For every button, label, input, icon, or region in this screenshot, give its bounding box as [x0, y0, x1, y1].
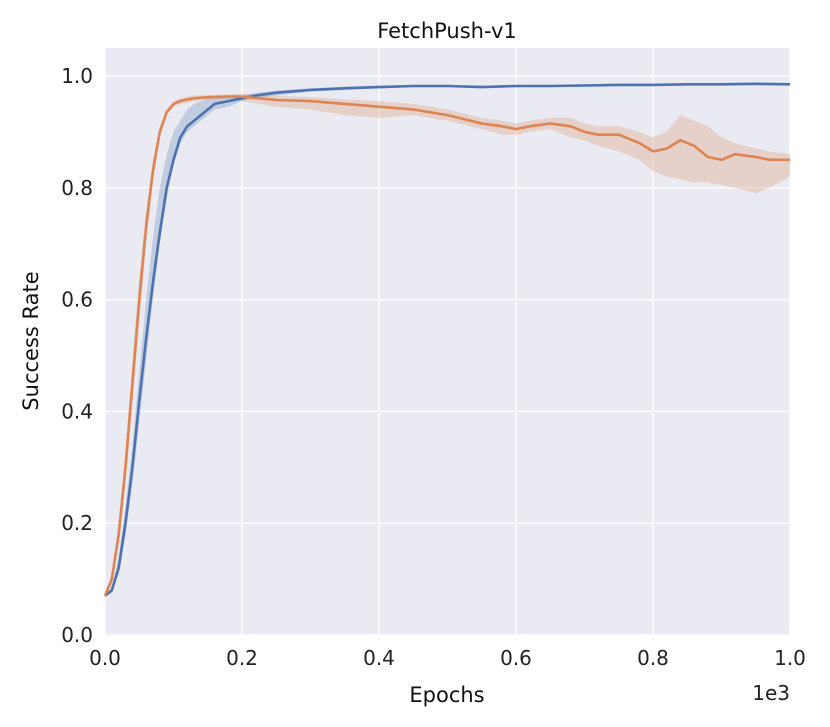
y-tick-label: 0.2: [61, 511, 93, 535]
y-tick-label: 0.6: [61, 288, 93, 312]
x-tick-label: 0.8: [637, 646, 669, 670]
x-tick-label: 0.6: [500, 646, 532, 670]
grid: [104, 48, 791, 636]
y-tick-label: 0.0: [61, 623, 93, 647]
series-0-band: [105, 82, 790, 596]
x-axis-label: Epochs: [409, 683, 484, 707]
y-tick-label: 0.4: [61, 399, 93, 423]
x-axis-scale-label: 1e3: [752, 681, 790, 705]
series-1-line: [103, 95, 790, 597]
y-tick-label: 1.0: [61, 64, 93, 88]
y-tick-label: 0.8: [61, 176, 93, 200]
confidence-bands: [105, 82, 790, 596]
x-tick-label: 0.4: [363, 646, 395, 670]
x-tick-label: 1.0: [774, 646, 806, 670]
chart-title: FetchPush-v1: [377, 19, 517, 43]
x-tick-label: 0.0: [89, 646, 121, 670]
x-tick-labels: 0.0 0.2 0.4 0.6 0.8 1.0: [89, 646, 806, 670]
plot-background: [105, 48, 790, 635]
series-lines: [103, 82, 791, 597]
y-axis-label: Success Rate: [19, 271, 43, 410]
y-tick-labels: 0.0 0.2 0.4 0.6 0.8 1.0: [61, 64, 93, 647]
x-tick-label: 0.2: [226, 646, 258, 670]
series-0-line: [104, 82, 791, 597]
series-1-band: [105, 93, 790, 596]
